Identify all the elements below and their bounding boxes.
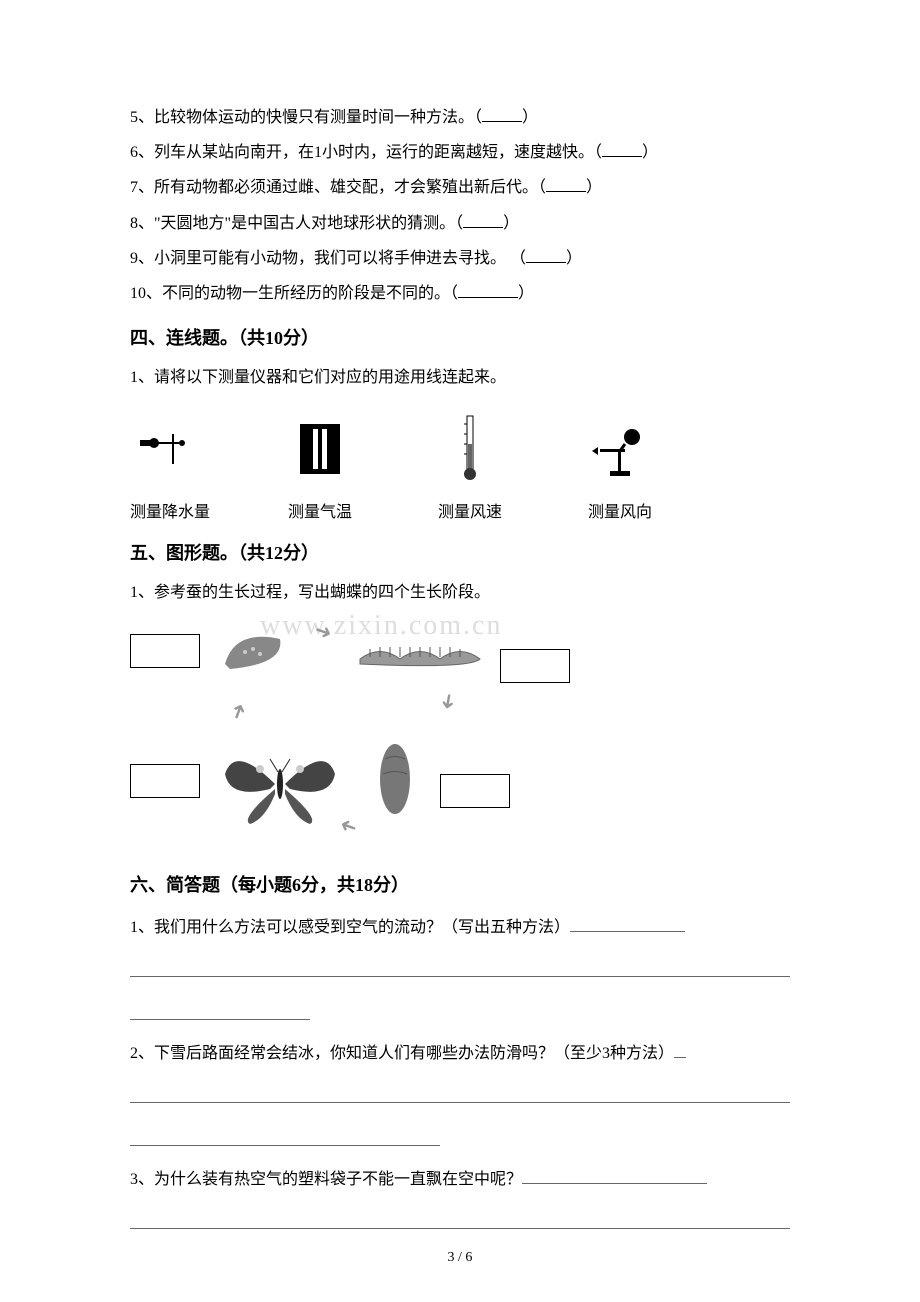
label-3: 测量风速 (430, 498, 510, 522)
section-4-heading: 四、连线题。（共10分） (130, 317, 790, 360)
q9-text: 9、小洞里可能有小动物，我们可以将手伸进去寻找。 （ (130, 250, 526, 267)
q3-blank-2[interactable] (130, 1201, 790, 1230)
section-4-q1: 1、请将以下测量仪器和它们对应的用途用线连起来。 (130, 360, 790, 395)
section-5-q1: 1、参考蚕的生长过程，写出蝴蝶的四个生长阶段。 (130, 575, 790, 610)
instrument-1 (130, 414, 210, 484)
q3-blank-1[interactable] (522, 1168, 707, 1184)
thermometer-icon (460, 414, 480, 484)
leaf-eggs-icon (215, 624, 295, 684)
section-6-q2: 2、下雪后路面经常会结冰，你知道人们有哪些办法防滑吗？（至少3种方法） (130, 1033, 790, 1075)
instrument-2 (280, 414, 360, 484)
section-6-q1: 1、我们用什么方法可以感受到空气的流动？（写出五种方法） (130, 907, 790, 949)
q10-text: 10、不同的动物一生所经历的阶段是不同的。（ (130, 285, 458, 302)
label-1: 测量降水量 (130, 498, 210, 522)
question-5: 5、比较物体运动的快慢只有测量时间一种方法。（ ） (130, 100, 790, 135)
instrument-3 (430, 414, 510, 484)
question-6: 6、列车从某站向南开，在1小时内，运行的距离越短，速度越快。（ ） (130, 135, 790, 170)
arrow-2: ➜ (435, 691, 463, 712)
q9-close: ） (566, 250, 582, 267)
label-4: 测量风向 (580, 498, 660, 522)
q7-blank[interactable] (546, 191, 586, 192)
rain-gauge-icon (140, 414, 200, 484)
section-6-heading: 六、简答题（每小题6分，共18分） (130, 864, 790, 907)
q10-close: ） (518, 285, 534, 302)
q6-blank[interactable] (602, 156, 642, 157)
q2-blank-3[interactable] (130, 1120, 440, 1146)
question-9: 9、小洞里可能有小动物，我们可以将手伸进去寻找。 （ ） (130, 241, 790, 276)
q6-text: 6、列车从某站向南开，在1小时内，运行的距离越短，速度越快。（ (130, 144, 602, 161)
q5-blank[interactable] (482, 121, 522, 122)
q3-text: 3、为什么装有热空气的塑料袋子不能一直飘在空中呢？ (130, 1171, 522, 1188)
q5-close: ） (522, 109, 538, 126)
q6-close: ） (642, 144, 658, 161)
instrument-4 (580, 414, 660, 484)
pupa-icon (370, 734, 420, 829)
page-number: 3 / 6 (0, 1250, 920, 1266)
stage-box-3[interactable] (130, 764, 200, 798)
question-7: 7、所有动物都必须通过雌、雄交配，才会繁殖出新后代。（ ） (130, 170, 790, 205)
q1-blank-2[interactable] (130, 949, 790, 978)
section-6-q3: 3、为什么装有热空气的塑料袋子不能一直飘在空中呢？ (130, 1159, 790, 1201)
q8-text: 8、"天圆地方"是中国古人对地球形状的猜测。（ (130, 215, 463, 232)
stage-box-2[interactable] (500, 649, 570, 683)
q8-close: ） (503, 215, 519, 232)
q2-text: 2、下雪后路面经常会结冰，你知道人们有哪些办法防滑吗？（至少3种方法） (130, 1045, 674, 1062)
q7-close: ） (586, 179, 602, 196)
q7-text: 7、所有动物都必须通过雌、雄交配，才会繁殖出新后代。（ (130, 179, 546, 196)
q10-blank[interactable] (458, 297, 518, 298)
arrow-1: ➜ (311, 617, 335, 646)
q1-text: 1、我们用什么方法可以感受到空气的流动？（写出五种方法） (130, 919, 570, 936)
anemometer-icon (590, 414, 650, 484)
q2-blank-2[interactable] (130, 1075, 790, 1104)
q5-text: 5、比较物体运动的快慢只有测量时间一种方法。（ (130, 109, 482, 126)
instrument-labels-row: 测量降水量 测量气温 测量风速 测量风向 (130, 498, 790, 522)
section-5-heading: 五、图形题。（共12分） (130, 532, 790, 575)
q1-blank-1[interactable] (570, 916, 685, 932)
caterpillar-icon (350, 629, 490, 679)
label-2: 测量气温 (280, 498, 360, 522)
q1-blank-3[interactable] (130, 994, 310, 1020)
q2-blank-1[interactable] (674, 1042, 686, 1058)
q8-blank[interactable] (463, 227, 503, 228)
question-8: 8、"天圆地方"是中国古人对地球形状的猜测。（ ） (130, 206, 790, 241)
butterfly-icon (215, 734, 345, 839)
q9-blank[interactable] (526, 262, 566, 263)
butterfly-lifecycle-diagram: ➜ ➜ ➜ ➜ (130, 614, 580, 854)
stage-box-4[interactable] (440, 774, 510, 808)
stage-box-1[interactable] (130, 634, 200, 668)
instrument-icons-row (130, 414, 790, 484)
arrow-4: ➜ (224, 699, 253, 723)
question-10: 10、不同的动物一生所经历的阶段是不同的。（ ） (130, 276, 790, 311)
thermometer-box-icon (295, 414, 345, 484)
